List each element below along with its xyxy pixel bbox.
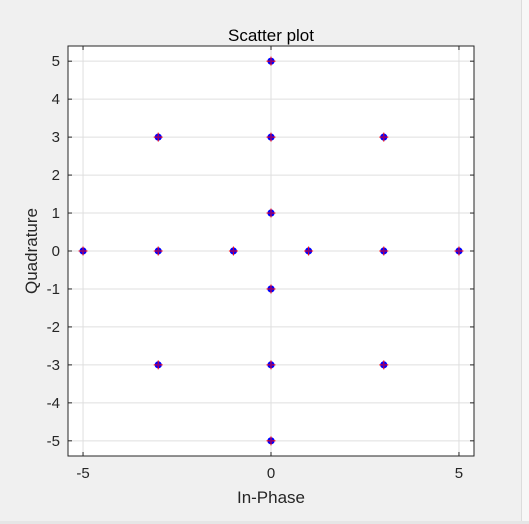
data-point [379, 246, 389, 256]
y-tick-label: -5 [47, 433, 60, 450]
chart-title: Scatter plot [228, 26, 314, 45]
x-tick-label: -5 [76, 465, 89, 482]
y-tick-label: -4 [47, 395, 60, 412]
data-point [266, 208, 276, 218]
y-tick-label: 3 [52, 129, 60, 146]
x-tick-label: 0 [267, 465, 275, 482]
y-tick-label: 1 [52, 205, 60, 222]
data-point [153, 360, 163, 370]
data-point [153, 132, 163, 142]
y-axis-label: Quadrature [22, 208, 41, 294]
window-right-edge [521, 0, 529, 524]
data-point [266, 284, 276, 294]
x-tick-labels: -5 0 5 [76, 465, 463, 482]
data-points [78, 56, 464, 446]
tick-marks [68, 46, 474, 456]
window-bottom-edge [0, 521, 529, 524]
y-tick-label: -3 [47, 357, 60, 374]
data-point [266, 436, 276, 446]
x-tick-label: 5 [455, 465, 463, 482]
data-point [304, 246, 314, 256]
y-tick-label: 0 [52, 243, 60, 260]
y-tick-labels: 5 4 3 2 1 0 -1 -2 -3 -4 -5 [47, 53, 60, 450]
data-point [454, 246, 464, 256]
y-tick-label: 2 [52, 167, 60, 184]
y-tick-label: 5 [52, 53, 60, 70]
y-tick-label: 4 [52, 91, 60, 108]
data-point [153, 246, 163, 256]
data-point [228, 246, 238, 256]
y-tick-label: -2 [47, 319, 60, 336]
data-point [266, 360, 276, 370]
x-axis-label: In-Phase [237, 488, 305, 507]
data-point [266, 56, 276, 66]
y-tick-label: -1 [47, 281, 60, 298]
data-point [266, 132, 276, 142]
data-point [379, 360, 389, 370]
data-point [379, 132, 389, 142]
data-point [78, 246, 88, 256]
